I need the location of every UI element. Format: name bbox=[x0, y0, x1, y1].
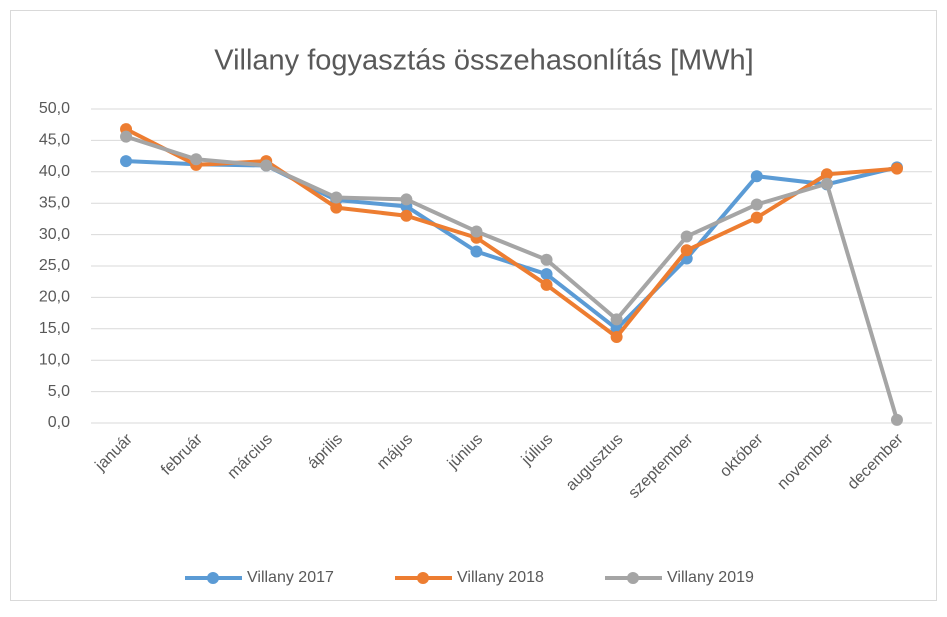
data-point bbox=[820, 177, 833, 190]
y-tick-label: 15,0 bbox=[39, 320, 70, 337]
legend-marker bbox=[627, 572, 639, 584]
legend-label: Villany 2018 bbox=[457, 569, 544, 586]
data-point bbox=[540, 278, 553, 291]
data-point bbox=[400, 209, 413, 222]
data-point bbox=[890, 413, 903, 426]
legend-marker bbox=[417, 572, 429, 584]
y-tick-label: 50,0 bbox=[39, 100, 70, 117]
y-tick-label: 40,0 bbox=[39, 163, 70, 180]
y-tick-label: 25,0 bbox=[39, 257, 70, 274]
data-point bbox=[680, 244, 693, 257]
data-point bbox=[820, 168, 833, 181]
y-tick-label: 20,0 bbox=[39, 289, 70, 306]
legend-label: Villany 2019 bbox=[667, 569, 754, 586]
data-point bbox=[750, 211, 763, 224]
series-line bbox=[125, 127, 898, 339]
data-point bbox=[330, 191, 343, 204]
chart-title: Villany fogyasztás összehasonlítás [MWh] bbox=[214, 45, 753, 77]
y-tick-label: 30,0 bbox=[39, 226, 70, 243]
y-tick-label: 35,0 bbox=[39, 194, 70, 211]
data-point bbox=[470, 245, 483, 258]
chart-border bbox=[10, 10, 937, 601]
data-point bbox=[120, 130, 133, 143]
series-line bbox=[125, 134, 899, 421]
data-point bbox=[750, 170, 763, 183]
data-point bbox=[890, 162, 903, 175]
legend-marker bbox=[207, 572, 219, 584]
y-tick-label: 0,0 bbox=[48, 414, 70, 431]
y-tick-label: 5,0 bbox=[48, 383, 70, 400]
data-point bbox=[260, 159, 273, 172]
data-point bbox=[400, 193, 413, 206]
data-point bbox=[540, 268, 553, 281]
data-point bbox=[750, 198, 763, 211]
data-point bbox=[190, 153, 203, 166]
data-point bbox=[540, 253, 553, 266]
data-point bbox=[120, 155, 133, 168]
data-point bbox=[330, 201, 343, 214]
legend-label: Villany 2017 bbox=[247, 569, 334, 586]
data-point bbox=[610, 330, 623, 343]
y-tick-label: 45,0 bbox=[39, 132, 70, 149]
data-point bbox=[470, 225, 483, 238]
data-point bbox=[610, 313, 623, 326]
y-tick-label: 10,0 bbox=[39, 351, 70, 368]
data-point bbox=[680, 230, 693, 243]
